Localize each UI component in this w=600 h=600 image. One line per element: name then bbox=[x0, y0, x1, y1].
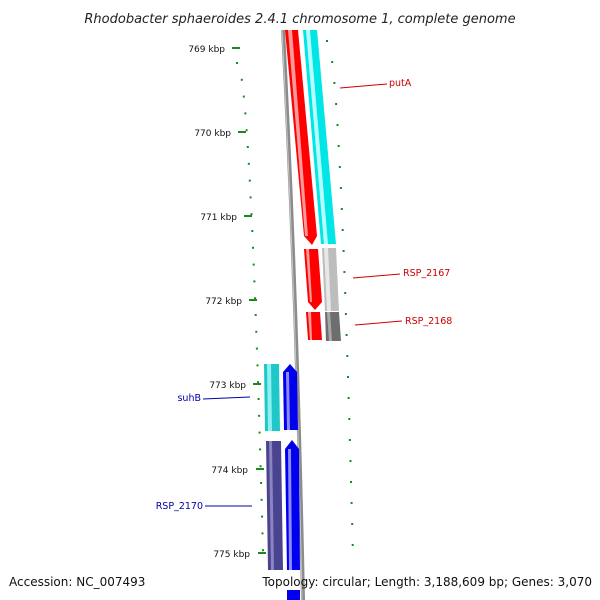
minor-tick-inner bbox=[236, 62, 238, 64]
label-RSP_2170[interactable]: RSP_2170 bbox=[156, 501, 203, 512]
minor-tick-inner bbox=[260, 482, 263, 484]
minor-tick-outer bbox=[348, 439, 351, 441]
minor-tick-outer bbox=[344, 313, 347, 315]
minor-tick-outer bbox=[351, 544, 354, 546]
tick-label-773: 773 kbp bbox=[209, 381, 246, 391]
minor-ticks-inner bbox=[236, 62, 264, 552]
minor-tick-inner bbox=[248, 179, 251, 182]
label-RSP_2168[interactable]: RSP_2168 bbox=[405, 316, 452, 327]
tick-label-772: 772 kbp bbox=[205, 297, 242, 307]
tick-label-769: 769 kbp bbox=[188, 45, 225, 55]
minor-tick-outer bbox=[333, 82, 336, 84]
minor-tick-outer bbox=[339, 187, 342, 189]
topology-text: Topology: circular; Length: 3,188,609 bp… bbox=[261, 575, 592, 589]
minor-tick-inner bbox=[259, 465, 262, 468]
cds-arrow-RSP_2170-strand[interactable] bbox=[285, 440, 300, 570]
map-title: Rhodobacter sphaeroides 2.4.1 chromosome… bbox=[84, 12, 515, 27]
backbone-line bbox=[281, 29, 305, 600]
minor-tick-outer bbox=[340, 208, 343, 210]
minor-tick-inner bbox=[258, 431, 261, 434]
tick-label-774: 774 kbp bbox=[211, 466, 248, 476]
minor-tick-outer bbox=[338, 166, 341, 168]
suhB-leader bbox=[202, 396, 251, 400]
minor-ticks-outer bbox=[326, 40, 354, 546]
minor-tick-inner bbox=[252, 263, 255, 266]
minor-tick-inner bbox=[260, 498, 263, 501]
minor-tick-inner bbox=[245, 129, 248, 132]
left-labels: suhB RSP_2170 bbox=[156, 393, 252, 512]
minor-tick-outer bbox=[347, 376, 349, 378]
minor-tick-inner bbox=[259, 448, 262, 451]
RSP_2167-leader bbox=[352, 273, 401, 279]
minor-tick-inner bbox=[257, 398, 260, 400]
minor-tick-outer bbox=[350, 481, 352, 483]
cds-next-fragment bbox=[287, 590, 300, 600]
minor-tick-inner bbox=[258, 414, 261, 417]
label-putA[interactable]: putA bbox=[389, 78, 412, 89]
backbone-highlight bbox=[281, 29, 303, 600]
minor-tick-inner bbox=[251, 230, 254, 232]
minor-tick-outer bbox=[346, 355, 349, 357]
minor-tick-outer bbox=[349, 460, 352, 462]
scale-ticks: 769 kbp 770 kbp 771 kbp 772 kbp 773 kbp … bbox=[188, 45, 266, 560]
tick-label-775: 775 kbp bbox=[213, 550, 250, 560]
minor-tick-inner bbox=[257, 381, 259, 384]
gene-RSP_2170[interactable] bbox=[266, 441, 283, 570]
cds-arrow-suhB-strand[interactable] bbox=[283, 364, 298, 430]
label-RSP_2167[interactable]: RSP_2167 bbox=[403, 268, 450, 279]
gene-suhB[interactable] bbox=[264, 364, 280, 431]
minor-tick-inner bbox=[254, 314, 257, 316]
minor-tick-inner bbox=[246, 146, 249, 148]
label-suhB[interactable]: suhB bbox=[177, 393, 201, 404]
plus-strand-genes bbox=[303, 30, 341, 341]
minor-tick-outer bbox=[347, 397, 350, 399]
minor-tick-inner bbox=[255, 347, 258, 350]
minor-tick-inner bbox=[254, 297, 257, 300]
minor-tick-outer bbox=[350, 502, 353, 504]
minor-tick-outer bbox=[341, 229, 344, 231]
minor-tick-outer bbox=[348, 418, 351, 420]
minor-tick-outer bbox=[335, 103, 338, 105]
minor-tick-outer bbox=[345, 334, 348, 336]
minor-tick-inner bbox=[253, 280, 256, 283]
minor-tick-inner bbox=[244, 112, 247, 115]
right-labels: putA RSP_2167 RSP_2168 bbox=[339, 78, 452, 327]
minus-strand-cds bbox=[283, 364, 300, 600]
minor-tick-inner bbox=[252, 246, 254, 249]
minor-tick-inner bbox=[256, 364, 259, 367]
minor-tick-inner bbox=[262, 549, 264, 552]
minor-tick-inner bbox=[247, 162, 250, 165]
minor-tick-outer bbox=[342, 250, 345, 252]
putA-leader bbox=[339, 83, 388, 89]
tick-label-771: 771 kbp bbox=[200, 213, 237, 223]
minor-tick-inner bbox=[250, 213, 253, 216]
tick-label-770: 770 kbp bbox=[194, 129, 231, 139]
minor-tick-outer bbox=[351, 523, 354, 525]
minor-tick-outer bbox=[343, 271, 346, 273]
minor-tick-inner bbox=[242, 95, 245, 98]
RSP_2168-leader bbox=[354, 320, 403, 326]
minor-tick-outer bbox=[336, 124, 339, 126]
minus-strand-genes bbox=[264, 364, 283, 570]
plus-strand-cds bbox=[285, 30, 322, 340]
minor-tick-outer bbox=[344, 292, 347, 294]
minor-tick-inner bbox=[261, 515, 264, 518]
minor-tick-outer bbox=[331, 61, 334, 63]
minor-tick-outer bbox=[326, 40, 328, 42]
minor-tick-inner bbox=[261, 532, 264, 535]
minor-tick-outer bbox=[337, 145, 340, 147]
minor-tick-inner bbox=[240, 78, 243, 81]
accession-text: Accession: NC_007493 bbox=[9, 575, 145, 589]
minor-tick-inner bbox=[255, 330, 258, 333]
minor-tick-inner bbox=[249, 196, 252, 199]
